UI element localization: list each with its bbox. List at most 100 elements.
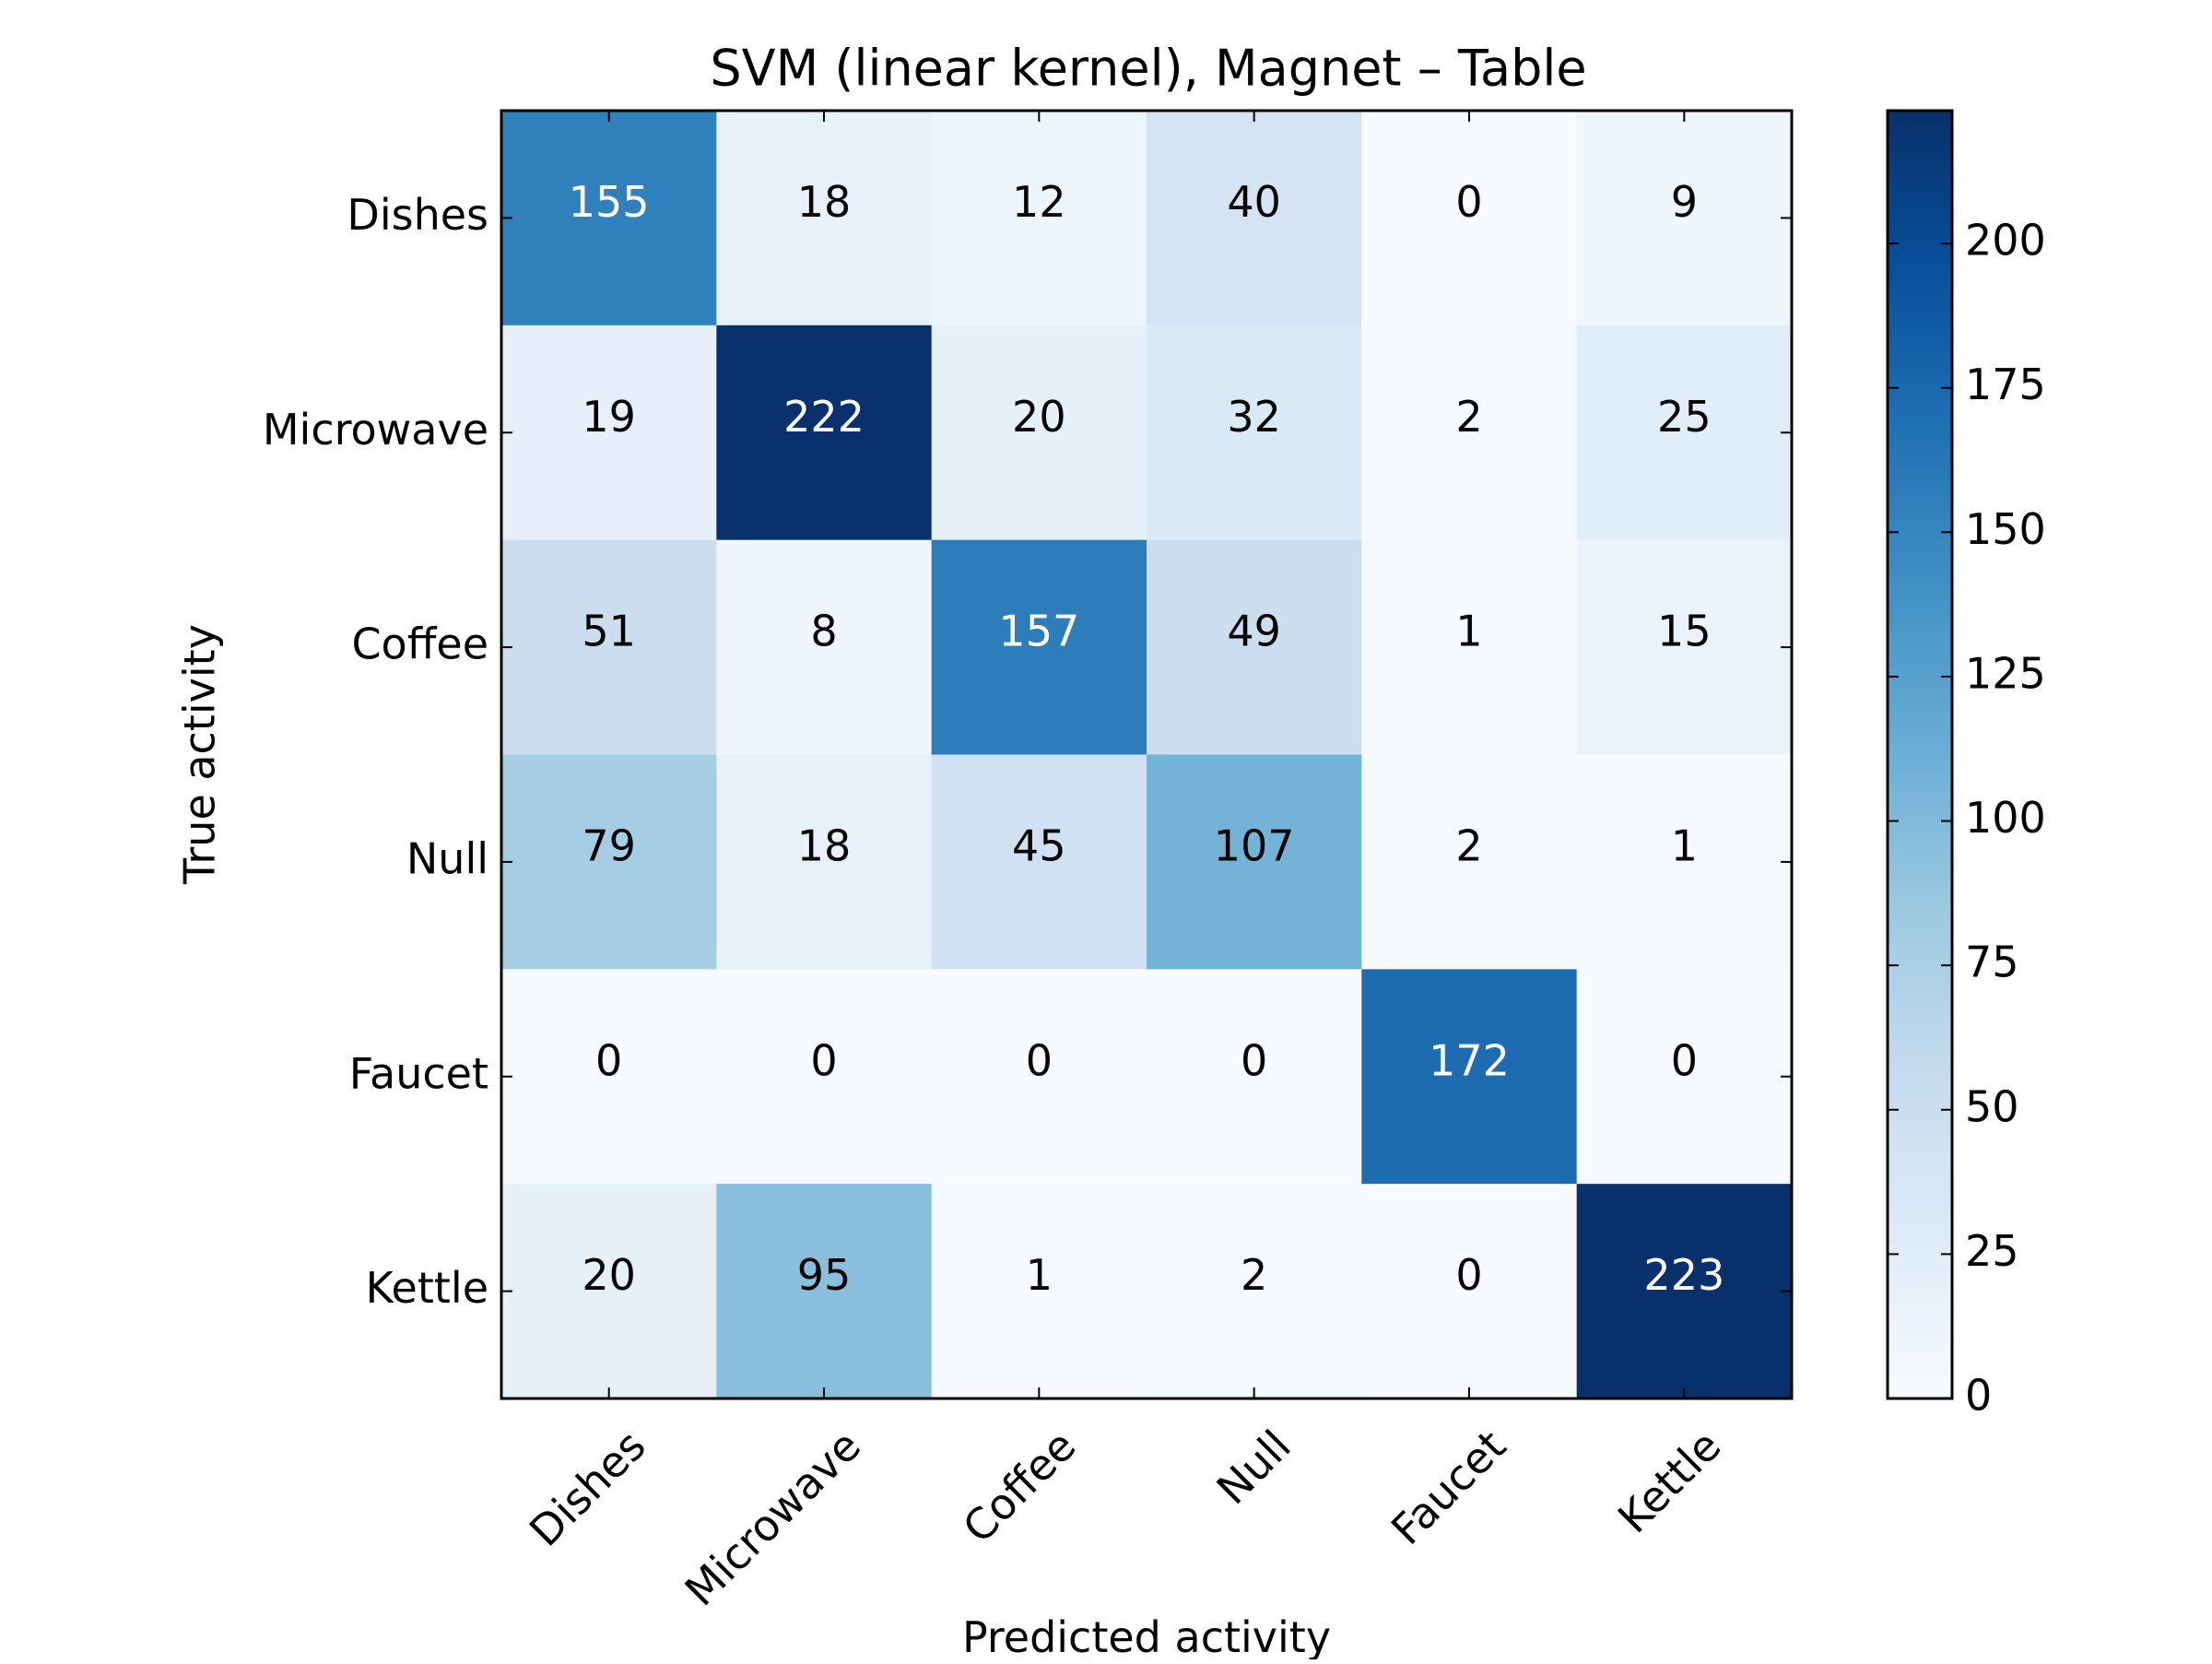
heatmap-cell-null-faucet xyxy=(1361,754,1578,970)
y-tick-label-coffee: Coffee xyxy=(351,620,488,669)
colorbar-tick-label: 100 xyxy=(1965,793,2046,843)
heatmap-cell-coffee-kettle xyxy=(1576,539,1793,755)
colorbar-tick-label: 50 xyxy=(1965,1081,2019,1131)
heatmap-cell-microwave-kettle xyxy=(1576,325,1793,541)
heatmap-cell-kettle-dishes xyxy=(501,1184,717,1399)
heatmap-cell-dishes-null xyxy=(1147,111,1362,326)
plot-frame xyxy=(500,109,1794,1400)
y-tick-label-dishes: Dishes xyxy=(347,190,488,240)
colorbar-tick-label: 25 xyxy=(1965,1226,2019,1276)
colorbar xyxy=(1886,109,1954,1400)
cell-value-label: 223 xyxy=(1643,1250,1724,1300)
heatmap-cell-null-coffee xyxy=(931,754,1147,970)
colorbar-ticks: 0 25 50 75 100 125 150 175 200 xyxy=(1888,216,2046,1421)
heatmap-cell-null-microwave xyxy=(716,754,933,970)
cell-value-label: 2 xyxy=(1455,392,1482,442)
cell-value-label: 79 xyxy=(582,820,636,870)
x-tick-label-null: Null xyxy=(1207,1421,1300,1514)
cell-value-label: 0 xyxy=(595,1035,622,1085)
chart-title: SVM (linear kernel), Magnet – Table xyxy=(710,40,1586,98)
x-tick-label-coffee: Coffee xyxy=(953,1421,1085,1552)
heatmap-cell-faucet-coffee xyxy=(931,969,1147,1185)
colorbar-tick-label: 125 xyxy=(1965,648,2046,698)
y-axis-ticks: Dishes Microwave Coffee Null Faucet Kettle xyxy=(263,190,1792,1313)
heatmap-cells xyxy=(501,111,1793,1399)
x-axis-label: Predicted activity xyxy=(962,1612,1331,1659)
heatmap-cell-null-dishes xyxy=(501,754,717,970)
colorbar-tick-label: 75 xyxy=(1965,938,2019,987)
colorbar-tick-label: 200 xyxy=(1965,216,2046,266)
heatmap-cell-microwave-faucet xyxy=(1361,325,1578,541)
heatmap-cell-null-kettle xyxy=(1576,754,1793,970)
colorbar-tick-label: 0 xyxy=(1965,1371,1992,1421)
heatmap-cell-kettle-null xyxy=(1147,1184,1362,1399)
heatmap-cell-kettle-faucet xyxy=(1361,1184,1578,1399)
heatmap-cell-dishes-kettle xyxy=(1576,111,1793,326)
y-tick-label-faucet: Faucet xyxy=(349,1048,488,1098)
heatmap-cell-coffee-microwave xyxy=(716,539,933,755)
heatmap-cell-faucet-microwave xyxy=(716,969,933,1185)
cell-value-label: 95 xyxy=(797,1250,852,1300)
cell-value-label: 155 xyxy=(569,177,650,227)
x-tick-label-microwave: Microwave xyxy=(676,1421,871,1616)
heatmap-cell-coffee-dishes xyxy=(501,539,717,755)
cell-value-label: 18 xyxy=(797,177,852,227)
y-tick-label-kettle: Kettle xyxy=(366,1263,488,1313)
cell-value-label: 32 xyxy=(1227,392,1281,442)
cell-value-label: 40 xyxy=(1227,177,1281,227)
x-tick-label-kettle: Kettle xyxy=(1608,1421,1730,1542)
heatmap-cell-kettle-kettle xyxy=(1576,1184,1793,1399)
heatmap-cell-microwave-coffee xyxy=(931,325,1147,541)
x-tick-label-faucet: Faucet xyxy=(1382,1421,1515,1554)
heatmap-cell-null-null xyxy=(1147,754,1362,970)
heatmap-cell-microwave-microwave xyxy=(716,325,933,541)
y-axis-label: True activity xyxy=(175,624,225,885)
cell-value-label: 0 xyxy=(1671,1035,1698,1085)
cell-value-label: 222 xyxy=(783,392,865,442)
cell-value-label: 18 xyxy=(797,820,852,870)
cell-value-label: 20 xyxy=(582,1250,636,1300)
heatmap-cell-coffee-faucet xyxy=(1361,539,1578,755)
cell-value-label: 45 xyxy=(1012,820,1066,870)
heatmap-cell-faucet-null xyxy=(1147,969,1362,1185)
cell-value-label: 0 xyxy=(1241,1035,1267,1085)
cell-value-label: 2 xyxy=(1241,1250,1267,1300)
cell-value-label: 9 xyxy=(1671,177,1698,227)
heatmap-cell-faucet-kettle xyxy=(1576,969,1793,1185)
cell-value-label: 157 xyxy=(998,607,1079,656)
y-tick-label-null: Null xyxy=(406,833,488,883)
cell-value-label: 0 xyxy=(1026,1035,1053,1085)
heatmap-cell-dishes-dishes xyxy=(501,111,717,326)
heatmap-cell-microwave-dishes xyxy=(501,325,717,541)
cell-value-label: 2 xyxy=(1455,820,1482,870)
heatmap-cell-microwave-null xyxy=(1147,325,1362,541)
cell-value-label: 0 xyxy=(1455,1250,1482,1300)
heatmap-cell-dishes-coffee xyxy=(931,111,1147,326)
colorbar-tick-label: 150 xyxy=(1965,504,2046,554)
x-tick-label-dishes: Dishes xyxy=(520,1421,655,1556)
cell-value-label: 107 xyxy=(1214,820,1295,870)
cell-value-label: 1 xyxy=(1455,607,1482,656)
heatmap-cell-faucet-dishes xyxy=(501,969,717,1185)
cell-value-label: 51 xyxy=(582,607,636,656)
heatmap-cell-dishes-microwave xyxy=(716,111,933,326)
cell-value-label: 0 xyxy=(810,1035,837,1085)
heatmap-cell-dishes-faucet xyxy=(1361,111,1578,326)
cell-value-label: 1 xyxy=(1671,820,1698,870)
cell-value-label: 172 xyxy=(1429,1035,1510,1085)
heatmap-cell-coffee-coffee xyxy=(931,539,1147,755)
cell-value-label: 49 xyxy=(1227,607,1281,656)
cell-value-label: 15 xyxy=(1657,607,1712,656)
colorbar-tick-label: 175 xyxy=(1965,360,2046,409)
cell-value-label: 1 xyxy=(1026,1250,1053,1300)
cell-value-label: 12 xyxy=(1012,177,1066,227)
cell-value-label: 8 xyxy=(810,607,837,656)
cell-value-label: 0 xyxy=(1455,177,1482,227)
cell-value-label: 25 xyxy=(1657,392,1712,442)
heatmap-cell-kettle-microwave xyxy=(716,1184,933,1399)
heatmap-cell-coffee-null xyxy=(1147,539,1362,755)
cell-value-label: 19 xyxy=(582,392,636,442)
